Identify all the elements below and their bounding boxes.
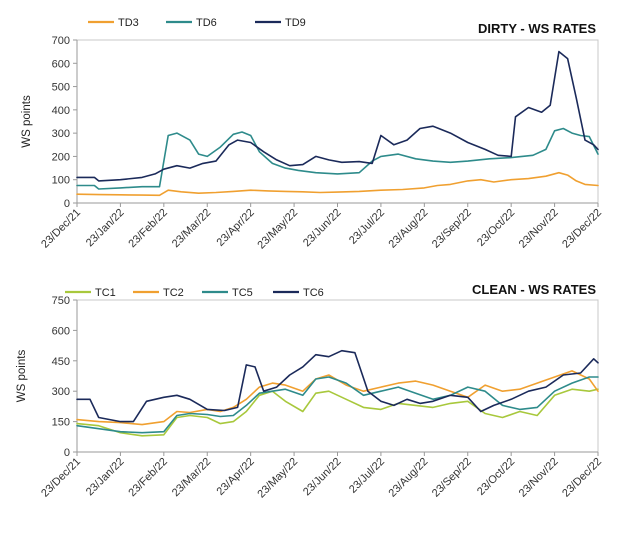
chart-title: CLEAN - WS RATES bbox=[472, 282, 596, 297]
x-tick-label: 23/Jul/22 bbox=[347, 207, 387, 247]
x-tick-label: 23/Aug/22 bbox=[387, 456, 431, 500]
y-tick-label: 450 bbox=[52, 356, 70, 368]
y-tick-label: 700 bbox=[52, 35, 70, 47]
x-tick-label: 23/Sep/22 bbox=[430, 456, 474, 500]
y-tick-label: 150 bbox=[52, 417, 70, 429]
y-axis-label: WS points bbox=[21, 95, 33, 148]
series-line-td6 bbox=[76, 127, 599, 190]
chart-title: DIRTY - WS RATES bbox=[478, 21, 596, 36]
y-tick-label: 0 bbox=[64, 198, 70, 210]
legend-item-td3: TD3 bbox=[88, 17, 139, 29]
legend-label: TD6 bbox=[196, 17, 217, 29]
x-tick-label: 23/Apr/22 bbox=[215, 456, 257, 498]
y-tick-label: 600 bbox=[52, 325, 70, 337]
series-line-tc5 bbox=[76, 376, 599, 434]
legend-item-tc2: TC2 bbox=[133, 287, 184, 299]
legend-label: TC2 bbox=[163, 287, 184, 299]
x-tick-label: 23/Mar/22 bbox=[170, 456, 214, 500]
series-line-tc1 bbox=[76, 388, 599, 437]
y-tick-label: 600 bbox=[52, 58, 70, 70]
x-tick-label: 23/Jan/22 bbox=[84, 207, 127, 250]
chart-clean: 0 150 300 450 600 750 23/Dec/21 23/Jan/22 23/Feb… bbox=[16, 282, 604, 500]
y-tick-label: 500 bbox=[52, 82, 70, 94]
chart-dirty: 0 100 200 300 400 500 600 700 23/Dec/21 23/Jan/22… bbox=[21, 17, 604, 251]
series-line-tc2 bbox=[76, 370, 599, 426]
x-tick-label: 23/Dec/21 bbox=[39, 207, 83, 251]
y-tick-label: 200 bbox=[52, 151, 70, 163]
legend-item-tc5: TC5 bbox=[202, 287, 253, 299]
x-tick-label: 23/Jun/22 bbox=[301, 456, 344, 499]
legend-label: TC1 bbox=[95, 287, 116, 299]
x-tick-label: 23/May/22 bbox=[255, 456, 300, 501]
y-tick-label: 100 bbox=[52, 175, 70, 187]
x-tick-label: 23/Mar/22 bbox=[170, 207, 214, 251]
y-tick-label: 0 bbox=[64, 447, 70, 459]
x-tick-label: 23/Apr/22 bbox=[215, 207, 257, 249]
legend-item-td6: TD6 bbox=[166, 17, 217, 29]
x-tick-label: 23/Nov/22 bbox=[517, 207, 561, 251]
series-line-td3 bbox=[76, 171, 599, 197]
x-tick-label: 23/Oct/22 bbox=[475, 456, 517, 498]
legend-item-tc6: TC6 bbox=[273, 287, 324, 299]
y-tick-label: 750 bbox=[52, 295, 70, 307]
x-tick-label: 23/Jul/22 bbox=[347, 456, 387, 496]
x-tick-label: 23/Feb/22 bbox=[126, 456, 170, 500]
series-line-tc6 bbox=[76, 349, 599, 423]
legend-item-tc1: TC1 bbox=[65, 287, 116, 299]
legend-label: TC6 bbox=[303, 287, 324, 299]
x-tick-label: 23/Aug/22 bbox=[387, 207, 431, 251]
legend-label: TD9 bbox=[285, 17, 306, 29]
x-tick-label: 23/Dec/22 bbox=[560, 456, 604, 500]
y-tick-label: 300 bbox=[52, 128, 70, 140]
y-tick-label: 400 bbox=[52, 105, 70, 117]
x-tick-label: 23/Dec/21 bbox=[39, 456, 83, 500]
legend-item-td9: TD9 bbox=[255, 17, 306, 29]
y-tick-label: 300 bbox=[52, 386, 70, 398]
legend-label: TC5 bbox=[232, 287, 253, 299]
x-tick-label: 23/Feb/22 bbox=[126, 207, 170, 251]
x-tick-label: 23/Sep/22 bbox=[430, 207, 474, 251]
x-tick-label: 23/May/22 bbox=[255, 207, 300, 252]
series-line-td9 bbox=[76, 50, 599, 182]
x-tick-label: 23/Nov/22 bbox=[517, 456, 561, 500]
x-tick-label: 23/Dec/22 bbox=[560, 207, 604, 251]
x-tick-label: 23/Oct/22 bbox=[475, 207, 517, 249]
x-tick-label: 23/Jun/22 bbox=[301, 207, 344, 250]
plot-frame bbox=[76, 299, 599, 453]
y-axis-label: WS points bbox=[16, 350, 28, 403]
legend-label: TD3 bbox=[118, 17, 139, 29]
x-tick-label: 23/Jan/22 bbox=[84, 456, 127, 499]
